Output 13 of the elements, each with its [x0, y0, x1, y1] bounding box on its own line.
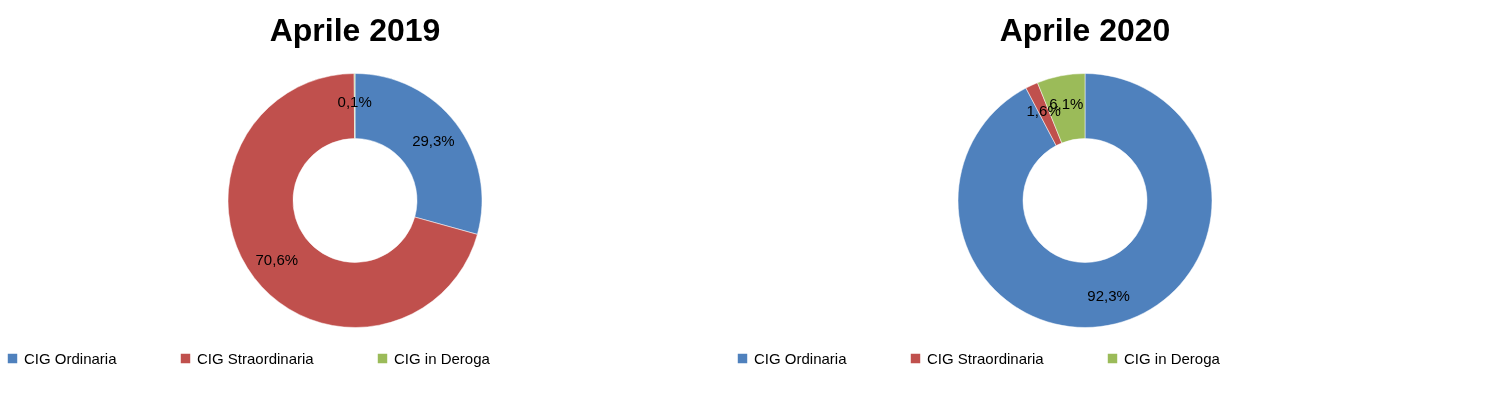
legend-label: CIG in Deroga — [394, 349, 491, 367]
data-label: 92,3% — [1087, 287, 1130, 305]
legend-label: CIG in Deroga — [1124, 349, 1221, 367]
legend-label: CIG Ordinaria — [24, 349, 118, 367]
donut-slice — [957, 73, 1213, 328]
chart-title: Aprile 2019 — [269, 12, 441, 48]
legend-label: CIG Ordinaria — [754, 349, 848, 367]
chart-title: Aprile 2020 — [999, 12, 1171, 48]
legend-label: CIG Straordinaria — [927, 349, 1045, 367]
data-label: 29,3% — [412, 131, 455, 149]
legend-label: CIG Straordinaria — [197, 349, 315, 367]
data-label: 70,6% — [255, 251, 299, 269]
donut-slice — [227, 73, 478, 328]
